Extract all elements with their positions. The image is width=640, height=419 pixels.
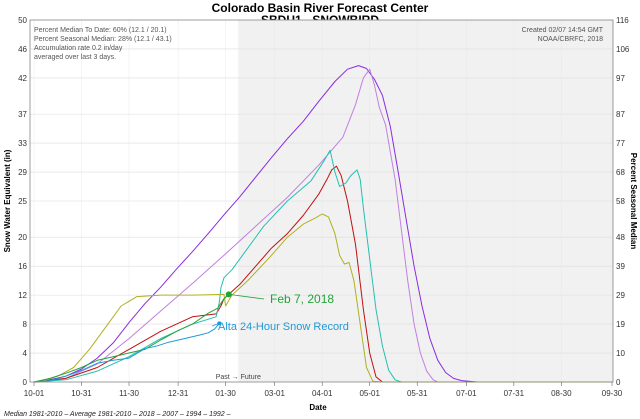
series-line-0 — [33, 65, 612, 383]
y-tick-label: 8 — [23, 320, 28, 329]
y-tick-label-right: 106 — [616, 45, 630, 54]
y-tick-label-right: 29 — [616, 291, 625, 300]
info-left: Percent Median To Date: 60% (12.1 / 20.1… — [34, 27, 172, 61]
plot-border — [29, 19, 614, 383]
info-right: Created 02/07 14:54 GMT NOAA/CBRFC, 2018 — [522, 27, 604, 43]
y-tick-label-right: 116 — [616, 16, 629, 25]
y-tick-label: 29 — [18, 168, 27, 177]
y-tick-label-right: 68 — [616, 168, 625, 177]
series-group — [33, 65, 612, 383]
x-tick-label: 05-01 — [359, 389, 380, 398]
y-tick-label: 25 — [18, 197, 27, 206]
y-tick-label: 46 — [18, 45, 27, 54]
info-percent-seasonal-median: Percent Seasonal Median: 28% (12.1 / 43.… — [34, 36, 172, 43]
series-line-1 — [33, 68, 612, 383]
info-accumulation-rate: Accumulation rate 0.2 in/day — [34, 45, 123, 52]
y-tick-label-right: 58 — [616, 197, 625, 206]
y-tick-label: 37 — [18, 110, 27, 119]
x-axis-label: Date — [309, 403, 327, 412]
chart-title: Colorado Basin River Forecast Center — [212, 1, 429, 15]
annotation-label: Alta 24-Hour Snow Record — [218, 321, 349, 333]
y-tick-label-right: 87 — [616, 110, 625, 119]
annotation-leader — [211, 322, 220, 327]
x-tick-label: 05-31 — [407, 389, 428, 398]
x-tick-label: 12-31 — [168, 389, 189, 398]
y-axis-right: 0 10 19 29 39 48 58 68 77 87 97 106 116 — [616, 16, 630, 387]
y-tick-label-right: 10 — [616, 349, 625, 358]
x-tick-label: 07-31 — [504, 389, 525, 398]
past-future-label: Past → Future — [216, 374, 261, 381]
y-tick-label-right: 0 — [616, 378, 621, 387]
y-tick-label: 20 — [18, 233, 27, 242]
y-tick-label: 12 — [18, 291, 27, 300]
y-tick-label-right: 97 — [616, 74, 625, 83]
x-tick-label: 01-30 — [215, 389, 236, 398]
x-tick-label: 07-01 — [456, 389, 477, 398]
x-tick-label: 03-01 — [264, 389, 285, 398]
annotation-label: Feb 7, 2018 — [270, 292, 334, 306]
series-line-2 — [33, 165, 612, 383]
y-tick-label: 33 — [18, 139, 27, 148]
y-tick-label-right: 39 — [616, 262, 625, 271]
info-created: Created 02/07 14:54 GMT — [522, 27, 604, 34]
y-axis-label: Snow Water Equivalent (in) — [3, 149, 12, 252]
x-tick-label: 11-30 — [119, 389, 139, 398]
series-line-6 — [33, 323, 220, 383]
y-tick-label-right: 77 — [616, 139, 625, 148]
annotation-leader — [228, 293, 265, 300]
y-axis-left: 0 4 8 12 16 20 25 29 33 37 42 46 50 — [18, 16, 27, 387]
y-tick-label: 4 — [23, 349, 28, 358]
x-tick-label: 04-01 — [312, 389, 333, 398]
info-agency: NOAA/CBRFC, 2018 — [538, 36, 603, 43]
legend: Median 1981-2010 – Average 1981-2010 – 2… — [4, 411, 231, 418]
x-axis: 10-01 10-31 11-30 12-31 01-30 03-01 04-01 05-01… — [24, 382, 623, 398]
y-tick-label: 50 — [18, 16, 27, 25]
x-tick-label: 10-01 — [24, 389, 45, 398]
series-line-5 — [33, 294, 230, 383]
y-tick-label-right: 19 — [616, 320, 625, 329]
y-tick-label: 42 — [18, 74, 27, 83]
series-line-4 — [33, 213, 612, 383]
y-tick-label-right: 48 — [616, 233, 625, 242]
info-averaged: averaged over last 3 days. — [34, 54, 116, 61]
annotations: Feb 7, 2018 Alta 24-Hour Snow Record — [211, 291, 349, 333]
x-tick-label: 09-30 — [602, 389, 623, 398]
x-tick-label: 08-30 — [551, 389, 572, 398]
y-tick-label: 0 — [23, 378, 28, 387]
y-tick-label: 16 — [18, 262, 27, 271]
x-tick-label: 10-31 — [71, 389, 92, 398]
info-percent-median-to-date: Percent Median To Date: 60% (12.1 / 20.1… — [34, 27, 167, 34]
y-axis-label-right: Percent Seasonal Median — [629, 153, 638, 250]
